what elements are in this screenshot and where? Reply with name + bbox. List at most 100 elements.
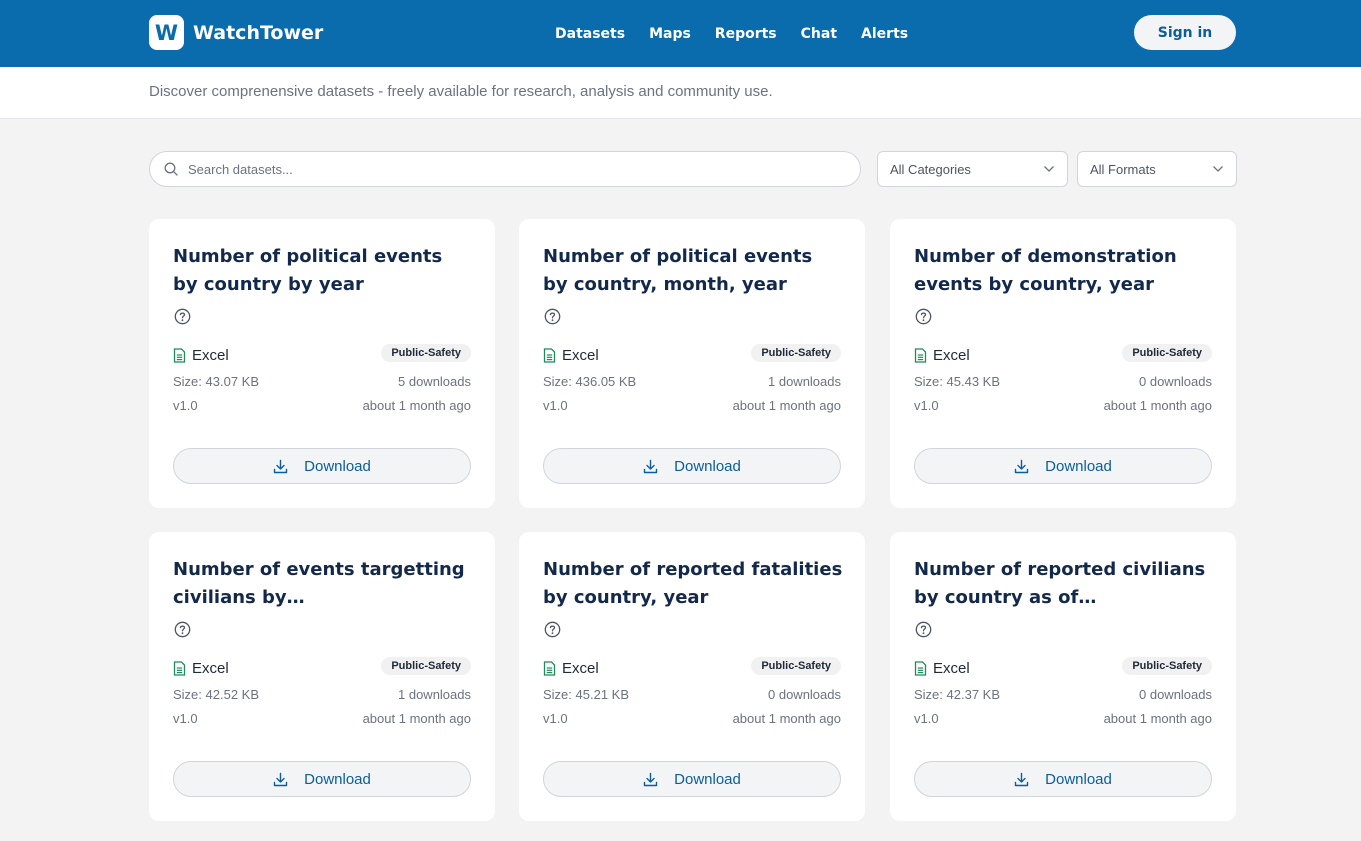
download-icon (273, 772, 288, 786)
help-icon[interactable] (915, 308, 932, 325)
download-button[interactable]: Download (173, 448, 471, 484)
version-label: v1.0 (914, 398, 939, 413)
file-size: Size: 43.07 KB (173, 374, 259, 389)
excel-file-icon (173, 661, 186, 676)
download-count: 0 downloads (1139, 687, 1212, 702)
category-badge: Public-Safety (1122, 344, 1212, 362)
download-button[interactable]: Download (543, 761, 841, 797)
file-format-label: Excel (933, 347, 970, 364)
download-icon (1014, 459, 1029, 473)
category-badge: Public-Safety (381, 344, 471, 362)
format-select[interactable]: All Formats (1077, 151, 1237, 187)
file-format: Excel (543, 660, 599, 677)
excel-file-icon (173, 348, 186, 363)
file-format-label: Excel (192, 660, 229, 677)
excel-file-icon (543, 661, 556, 676)
dataset-card[interactable]: Number of reported civilians by country … (890, 532, 1236, 821)
file-format-label: Excel (562, 347, 599, 364)
search-icon (164, 162, 178, 176)
version-label: v1.0 (914, 711, 939, 726)
version-label: v1.0 (543, 711, 568, 726)
file-format: Excel (914, 660, 970, 677)
file-format: Excel (543, 347, 599, 364)
download-icon (1014, 772, 1029, 786)
dataset-title[interactable]: Number of reported fatalities by country… (543, 559, 843, 608)
tagline-bar: Discover comprenensive datasets - freely… (0, 67, 1361, 119)
category-badge: Public-Safety (381, 657, 471, 675)
dataset-card[interactable]: Number of demonstration events by countr… (890, 219, 1236, 508)
download-label: Download (304, 457, 371, 475)
file-size: Size: 45.21 KB (543, 687, 629, 702)
download-button[interactable]: Download (543, 448, 841, 484)
help-icon[interactable] (544, 308, 561, 325)
file-size: Size: 42.52 KB (173, 687, 259, 702)
dataset-title[interactable]: Number of political events by country, m… (543, 246, 813, 295)
dataset-title[interactable]: Number of political events by country by… (173, 246, 443, 295)
updated-time: about 1 month ago (732, 711, 841, 726)
download-count: 0 downloads (1139, 374, 1212, 389)
top-navigation-bar: W WatchTower Datasets Maps Reports Chat … (0, 0, 1361, 67)
nav-alerts[interactable]: Alerts (861, 25, 909, 42)
chevron-down-icon (1044, 166, 1054, 172)
excel-file-icon (914, 661, 927, 676)
file-format-label: Excel (562, 660, 599, 677)
help-icon[interactable] (915, 621, 932, 638)
download-count: 1 downloads (398, 687, 471, 702)
category-badge: Public-Safety (1122, 657, 1212, 675)
file-size: Size: 436.05 KB (543, 374, 637, 389)
help-icon[interactable] (544, 621, 561, 638)
dataset-card[interactable]: Number of political events by country by… (149, 219, 495, 508)
logo-mark-icon: W (149, 15, 184, 50)
file-format: Excel (173, 660, 229, 677)
download-label: Download (304, 770, 371, 788)
file-size: Size: 42.37 KB (914, 687, 1000, 702)
category-select-value: All Categories (890, 161, 971, 177)
updated-time: about 1 month ago (732, 398, 841, 413)
download-icon (643, 772, 658, 786)
sign-in-button[interactable]: Sign in (1134, 15, 1236, 50)
category-select[interactable]: All Categories (877, 151, 1068, 187)
excel-file-icon (543, 348, 556, 363)
main-nav: Datasets Maps Reports Chat Alerts (555, 0, 932, 67)
excel-file-icon (914, 348, 927, 363)
updated-time: about 1 month ago (1103, 711, 1212, 726)
download-count: 5 downloads (398, 374, 471, 389)
category-badge: Public-Safety (751, 657, 841, 675)
version-label: v1.0 (173, 398, 198, 413)
download-label: Download (1045, 457, 1112, 475)
download-icon (643, 459, 658, 473)
dataset-title[interactable]: Number of reported civilians by country … (914, 559, 1206, 608)
search-box[interactable] (149, 151, 861, 187)
dataset-card[interactable]: Number of reported fatalities by country… (519, 532, 865, 821)
search-input[interactable] (188, 161, 788, 177)
dataset-card[interactable]: Number of political events by country, m… (519, 219, 865, 508)
updated-time: about 1 month ago (362, 711, 471, 726)
download-button[interactable]: Download (173, 761, 471, 797)
updated-time: about 1 month ago (1103, 398, 1212, 413)
download-count: 1 downloads (768, 374, 841, 389)
version-label: v1.0 (543, 398, 568, 413)
nav-datasets[interactable]: Datasets (555, 25, 626, 42)
updated-time: about 1 month ago (362, 398, 471, 413)
dataset-title[interactable]: Number of events targetting civilians by… (173, 559, 465, 608)
nav-maps[interactable]: Maps (649, 25, 691, 42)
brand-logo[interactable]: W WatchTower (149, 15, 323, 50)
file-format-label: Excel (933, 660, 970, 677)
file-size: Size: 45.43 KB (914, 374, 1000, 389)
file-format: Excel (914, 347, 970, 364)
download-label: Download (1045, 770, 1112, 788)
dataset-title[interactable]: Number of demonstration events by countr… (914, 246, 1177, 295)
download-button[interactable]: Download (914, 448, 1212, 484)
brand-name: WatchTower (193, 21, 324, 44)
download-label: Download (674, 770, 741, 788)
dataset-card[interactable]: Number of events targetting civilians by… (149, 532, 495, 821)
help-icon[interactable] (174, 308, 191, 325)
download-button[interactable]: Download (914, 761, 1212, 797)
help-icon[interactable] (174, 621, 191, 638)
file-format-label: Excel (192, 347, 229, 364)
page-tagline: Discover comprenensive datasets - freely… (149, 83, 773, 100)
download-label: Download (674, 457, 741, 475)
nav-chat[interactable]: Chat (800, 25, 838, 42)
nav-reports[interactable]: Reports (714, 25, 777, 42)
format-select-value: All Formats (1090, 161, 1156, 177)
